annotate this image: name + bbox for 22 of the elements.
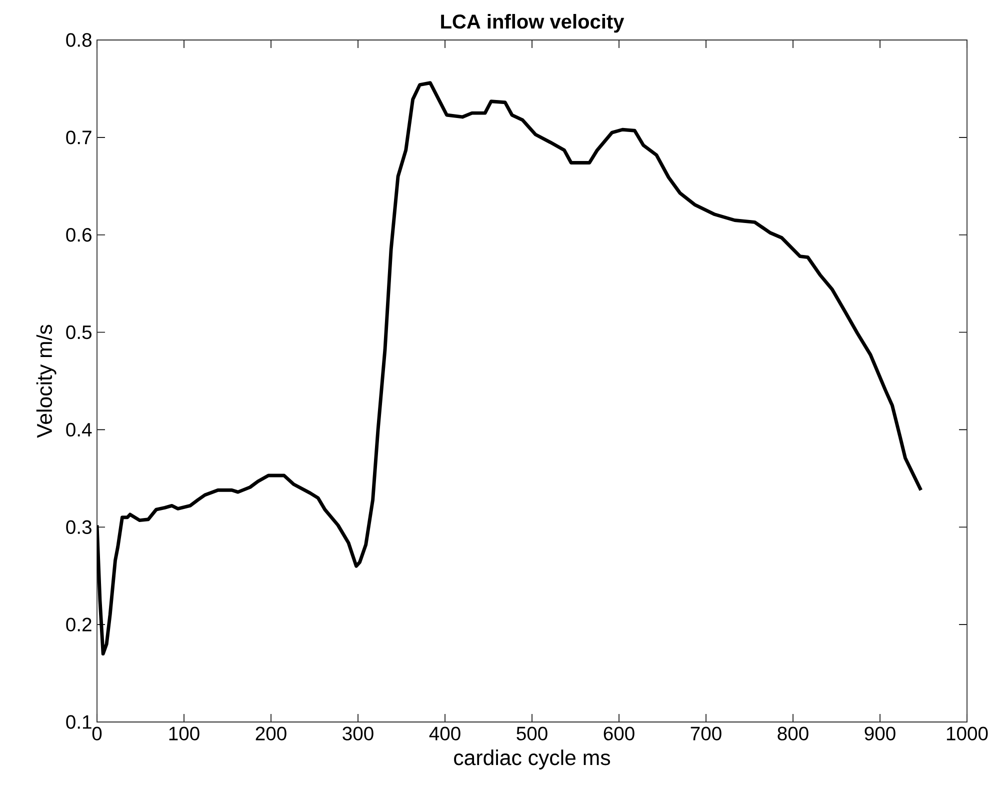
x-tick-label: 200 [256, 726, 286, 740]
y-tick-label: 0.4 [66, 422, 92, 437]
x-tick-label: 1000 [946, 726, 988, 740]
x-tick-label: 100 [169, 726, 200, 740]
y-tick-label: 0.7 [66, 130, 92, 144]
y-tick-label: 0.8 [66, 33, 92, 47]
x-tick-label: 700 [690, 726, 722, 740]
y-tick-label: 0.5 [66, 325, 92, 340]
x-tick-label: 400 [429, 726, 460, 740]
x-tick-label: 500 [516, 726, 548, 740]
x-tick-label: 0 [92, 726, 102, 740]
x-tick-label: 800 [778, 726, 808, 740]
chart-title: LCA inflow velocity [441, 14, 624, 33]
x-tick-label: 300 [342, 726, 374, 740]
y-tick-label: 0.6 [66, 228, 92, 242]
y-tick-label: 0.1 [66, 715, 92, 729]
y-tick-label: 0.3 [66, 520, 92, 534]
y-axis-title: Velocity m/s [36, 324, 56, 438]
x-axis-title: cardiac cycle ms [454, 750, 610, 770]
x-tick-label: 900 [864, 726, 896, 740]
x-tick-label: 600 [604, 726, 634, 740]
y-tick-label: 0.2 [66, 618, 92, 632]
